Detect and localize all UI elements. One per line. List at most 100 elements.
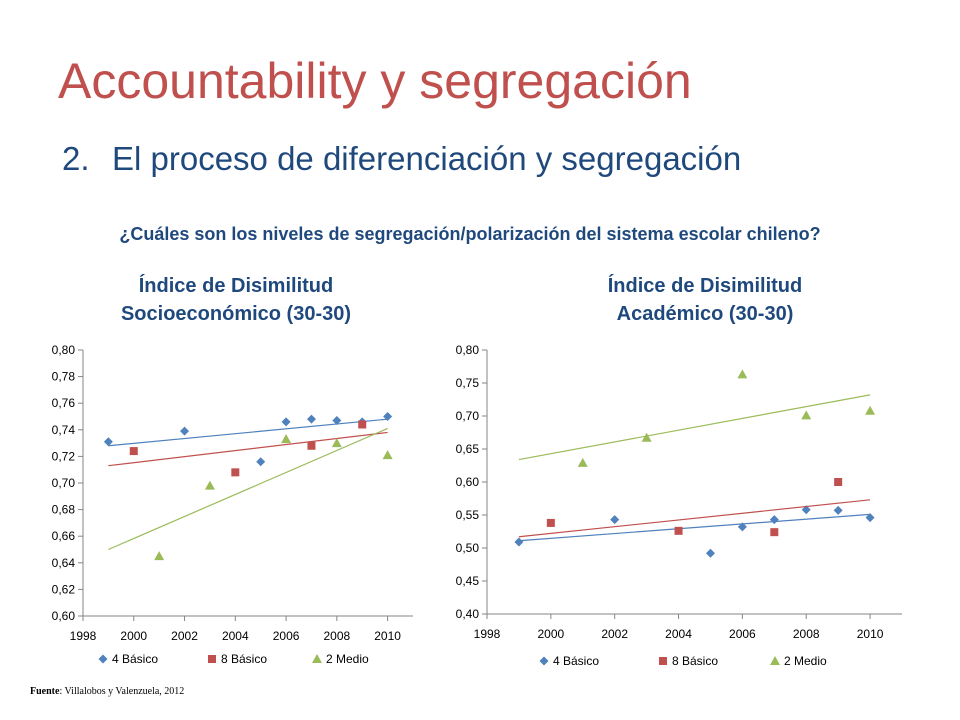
academic-point-4-b-sico — [865, 513, 875, 523]
socioeconomic-point-4-b-sico — [103, 437, 113, 447]
slide-title: Accountability y segregación — [58, 53, 692, 109]
slide-subtitle: 2. El proceso de diferenciación y segrega… — [62, 140, 741, 178]
academic-y-tick-label: 0,75 — [456, 376, 480, 390]
socioeconomic-legend-label-4-b-sico: 4 Básico — [112, 652, 158, 666]
socioeconomic-point-8-b-sico — [307, 441, 316, 450]
socioeconomic-point-4-b-sico — [281, 417, 291, 427]
socioeconomic-y-tick-label: 0,80 — [52, 343, 76, 357]
socioeconomic-legend-2-medio: 2 Medio — [312, 652, 369, 666]
socioeconomic-legend-marker-2-medio — [312, 654, 322, 663]
chart-academic-title-line-1: Índice de Disimilitud — [607, 275, 803, 297]
academic-y-tick-label: 0,65 — [456, 442, 480, 456]
socioeconomic-x-tick-label: 2006 — [273, 629, 300, 643]
socioeconomic-y-tick-label: 0,78 — [52, 370, 76, 384]
academic-point-2-medio — [737, 369, 748, 379]
socioeconomic-legend-4-b-sico: 4 Básico — [98, 652, 158, 666]
socioeconomic-y-tick-label: 0,60 — [52, 609, 76, 623]
academic-legend-8-b-sico: 8 Básico — [659, 654, 718, 668]
chart-socioeconomic-title: Índice de Disimilitud Socioeconómico (30… — [36, 272, 436, 328]
academic-trendline-8-b-sico — [518, 499, 871, 538]
socioeconomic-point-8-b-sico — [129, 447, 138, 456]
source-text: : Villalobos y Valenzuela, 2012 — [59, 686, 185, 697]
socioeconomic-point-2-medio — [204, 480, 215, 490]
academic-legend-label-8-b-sico: 8 Básico — [672, 654, 718, 668]
academic-y-tick-label: 0,55 — [456, 508, 480, 522]
chart-socioeconomic: 0,60 0,62 0,64 0,66 0,68 0,70 0,72 0,74 0,76 0,78… — [52, 343, 413, 666]
academic-y-tick-label: 0,40 — [456, 607, 480, 621]
academic-point-4-b-sico — [801, 505, 811, 515]
academic-point-8-b-sico — [546, 518, 555, 527]
academic-legend-2-medio: 2 Medio — [770, 654, 827, 668]
academic-point-8-b-sico — [834, 478, 843, 486]
academic-point-8-b-sico — [674, 526, 683, 535]
chart-academic-title: Índice de Disimilitud Académico (30-30) — [505, 272, 905, 328]
socioeconomic-legend-8-b-sico: 8 Básico — [208, 652, 267, 666]
socioeconomic-point-2-medio — [154, 551, 165, 561]
academic-point-2-medio — [577, 457, 588, 467]
academic-legend-label-4-b-sico: 4 Básico — [553, 654, 599, 668]
socioeconomic-legend-label-8-b-sico: 8 Básico — [221, 652, 267, 666]
socioeconomic-trendline-2-medio — [108, 427, 388, 551]
academic-legend-marker-8-b-sico — [659, 657, 667, 665]
academic-x-tick-label: 2010 — [857, 627, 884, 641]
academic-x-tick-label: 2006 — [729, 627, 756, 641]
socioeconomic-x-tick-label: 2004 — [222, 629, 249, 643]
academic-point-4-b-sico — [769, 515, 779, 525]
socioeconomic-point-2-medio — [331, 438, 342, 448]
academic-legend-label-2-medio: 2 Medio — [784, 654, 827, 668]
socioeconomic-series-2-medio — [108, 427, 393, 561]
academic-x-tick-label: 2004 — [665, 627, 692, 641]
academic-point-8-b-sico — [770, 528, 779, 537]
socioeconomic-x-tick-label: 2000 — [120, 629, 147, 643]
socioeconomic-point-8-b-sico — [358, 420, 367, 429]
academic-y-tick-label: 0,60 — [456, 475, 480, 489]
academic-legend-4-b-sico: 4 Básico — [539, 654, 599, 668]
academic-y-tick-label: 0,80 — [456, 343, 480, 357]
subtitle-text: El proceso de diferenciación y segregaci… — [112, 140, 742, 177]
socioeconomic-series-4-b-sico — [103, 412, 393, 467]
socioeconomic-y-tick-label: 0,70 — [52, 476, 76, 490]
academic-x-tick-label: 1998 — [474, 627, 501, 641]
socioeconomic-point-8-b-sico — [231, 468, 240, 477]
academic-point-4-b-sico — [514, 537, 524, 547]
academic-series-8-b-sico — [518, 478, 871, 538]
socioeconomic-x-tick-label: 1998 — [70, 629, 97, 643]
chart-academic: 0,40 0,45 0,50 0,55 0,60 0,65 0,70 0,75 0,80 1998… — [456, 343, 902, 668]
socioeconomic-point-4-b-sico — [256, 457, 266, 467]
academic-x-tick-label: 2008 — [793, 627, 820, 641]
academic-point-2-medio — [865, 405, 876, 415]
socioeconomic-y-tick-label: 0,66 — [52, 529, 76, 543]
academic-point-2-medio — [801, 410, 812, 420]
chart-academic-title-line-2: Académico (30-30) — [616, 303, 794, 325]
socioeconomic-y-tick-label: 0,74 — [52, 423, 76, 437]
chart-socioeconomic-title-line-1: Índice de Disimilitud — [138, 275, 334, 297]
socioeconomic-point-4-b-sico — [332, 415, 342, 425]
source-note: Fuente: Villalobos y Valenzuela, 2012 — [30, 686, 184, 697]
academic-x-tick-label: 2000 — [537, 627, 564, 641]
academic-axes: 0,40 0,45 0,50 0,55 0,60 0,65 0,70 0,75 0,80 1998… — [456, 343, 902, 641]
academic-y-tick-label: 0,70 — [456, 409, 480, 423]
socioeconomic-legend-label-2-medio: 2 Medio — [326, 652, 369, 666]
socioeconomic-y-tick-label: 0,68 — [52, 503, 76, 517]
academic-legend-marker-2-medio — [770, 656, 780, 665]
socioeconomic-y-tick-label: 0,64 — [52, 556, 76, 570]
academic-point-4-b-sico — [833, 505, 843, 515]
socioeconomic-y-tick-label: 0,62 — [52, 582, 76, 596]
socioeconomic-axes: 0,60 0,62 0,64 0,66 0,68 0,70 0,72 0,74 0,76 0,78… — [52, 343, 413, 643]
socioeconomic-x-tick-label: 2010 — [374, 629, 401, 643]
socioeconomic-y-tick-label: 0,72 — [52, 449, 76, 463]
socioeconomic-point-4-b-sico — [306, 414, 316, 424]
academic-y-tick-label: 0,45 — [456, 574, 480, 588]
socioeconomic-point-4-b-sico — [383, 412, 393, 421]
academic-series-4-b-sico — [514, 505, 875, 558]
academic-x-tick-label: 2002 — [601, 627, 628, 641]
socioeconomic-point-2-medio — [281, 434, 292, 444]
socioeconomic-series-8-b-sico — [108, 420, 388, 477]
academic-y-tick-label: 0,50 — [456, 541, 480, 555]
academic-point-4-b-sico — [705, 548, 715, 558]
academic-trendline-2-medio — [518, 394, 871, 461]
socioeconomic-point-2-medio — [382, 450, 393, 460]
research-question: ¿Cuáles son los niveles de segregación/p… — [119, 224, 821, 244]
source-label: Fuente — [30, 686, 60, 697]
socioeconomic-x-tick-label: 2002 — [171, 629, 198, 643]
